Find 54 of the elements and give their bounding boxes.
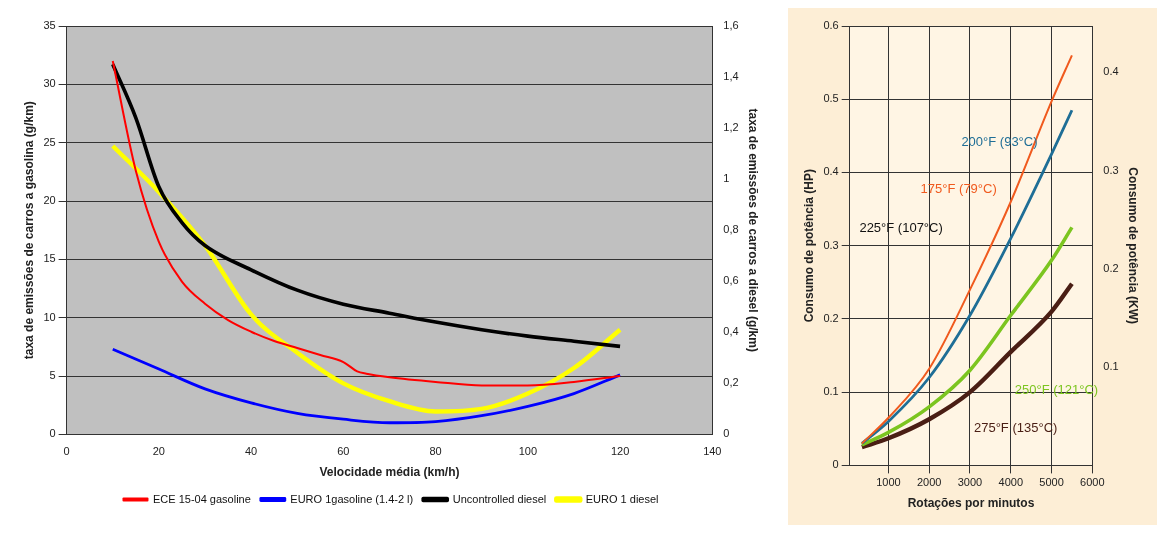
y2-tick-label: 0,4 bbox=[723, 325, 739, 338]
y2-axis-title: taxa de emissões de carros a diesel (g/km) bbox=[746, 108, 761, 352]
x-tick-label: 2000 bbox=[916, 476, 942, 489]
legend-label: ECE 15-04 gasoline bbox=[152, 492, 251, 505]
y2-axis-title: Consumo de potência (KW) bbox=[1126, 167, 1141, 325]
x-tick-label: 140 bbox=[703, 445, 722, 458]
y-tick-label: 0.3 bbox=[823, 238, 839, 251]
x-tick-label: 0 bbox=[63, 445, 70, 458]
y2-tick-label: 0.2 bbox=[1103, 261, 1119, 274]
x-tick-label: 20 bbox=[152, 445, 165, 458]
y2-tick-label: 0,6 bbox=[723, 274, 739, 287]
x-tick-label: 60 bbox=[337, 445, 350, 458]
y-tick-label: 20 bbox=[43, 194, 56, 207]
y-axis-title: Consumo de potência (HP) bbox=[801, 169, 816, 323]
y2-tick-label: 0,8 bbox=[723, 223, 739, 236]
y-tick-label: 0.2 bbox=[823, 311, 839, 324]
x-tick-label: 5000 bbox=[1039, 476, 1064, 489]
x-axis-title: Velocidade média (km/h) bbox=[319, 465, 460, 480]
x-tick-label: 1000 bbox=[876, 476, 901, 489]
y2-tick-label: 1,6 bbox=[723, 19, 739, 32]
x-axis-title: Rotações por minutos bbox=[907, 496, 1035, 511]
y-tick-label: 0.1 bbox=[823, 385, 839, 398]
y-tick-label: 0.5 bbox=[823, 92, 839, 105]
x-tick-label: 120 bbox=[610, 445, 630, 458]
y2-tick-label: 1 bbox=[723, 172, 730, 185]
y2-tick-label: 1,4 bbox=[723, 70, 739, 83]
y-tick-label: 15 bbox=[43, 252, 56, 265]
legend-label: EURO 1 diesel bbox=[585, 492, 659, 505]
y2-tick-label: 0.4 bbox=[1103, 65, 1119, 78]
y-tick-label: 0 bbox=[49, 427, 56, 440]
x-tick-label: 40 bbox=[244, 445, 258, 458]
y-tick-label: 0.6 bbox=[823, 19, 839, 32]
x-tick-label: 6000 bbox=[1080, 476, 1105, 489]
x-tick-label: 4000 bbox=[998, 476, 1023, 489]
y-tick-label: 25 bbox=[43, 135, 56, 148]
x-tick-label: 3000 bbox=[957, 476, 983, 489]
legend-label: Uncontrolled diesel bbox=[452, 492, 547, 505]
y2-tick-label: 1,2 bbox=[723, 121, 739, 134]
y-tick-label: 5 bbox=[49, 369, 56, 382]
line-series bbox=[111, 347, 622, 425]
y2-tick-label: 0.1 bbox=[1103, 360, 1119, 373]
y-tick-label: 10 bbox=[43, 310, 56, 323]
y2-tick-label: 0,2 bbox=[723, 376, 739, 389]
y2-tick-label: 0.3 bbox=[1103, 163, 1119, 176]
y-axis-title: taxa de emissões de carros a gasolina (g/km) bbox=[21, 101, 36, 360]
legend-label: EURO 1gasoline (1.4-2 l) bbox=[290, 492, 414, 505]
y-tick-label: 0 bbox=[832, 458, 839, 471]
y-tick-label: 30 bbox=[43, 77, 56, 90]
y2-tick-label: 0 bbox=[723, 427, 730, 440]
y-tick-label: 35 bbox=[43, 19, 56, 32]
line-series bbox=[110, 143, 623, 414]
x-tick-label: 80 bbox=[429, 445, 442, 458]
y-tick-label: 0.4 bbox=[823, 165, 839, 178]
x-tick-label: 100 bbox=[518, 445, 538, 458]
